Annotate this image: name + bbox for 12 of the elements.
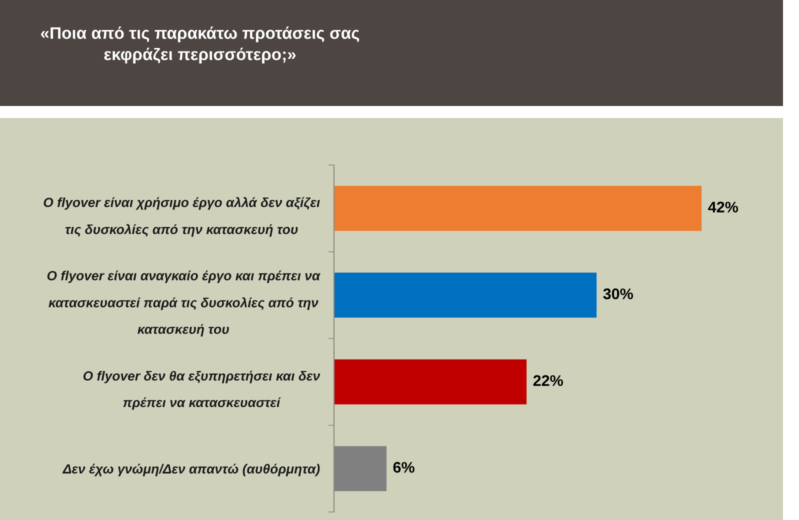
data-label: 42% (708, 202, 738, 212)
y-tick-label: Ο flyover είναι αναγκαίο έργο και πρέπει να κατασκευαστεί παρά τις δυσκολίες από την κατασκευή του (47, 270, 321, 337)
y-tick-label: Ο flyover δεν θα εξυπηρετήσει και δεν πρέπει να κατασκευαστεί (83, 370, 320, 410)
text: «Ποια από τις παρακάτω προτάσεις σας εκφράζει περισσότερο;» (41, 26, 360, 64)
data-label: 22% (533, 375, 563, 386)
bar (334, 186, 702, 231)
data-label: 6% (393, 462, 414, 473)
data-label: 30% (603, 288, 634, 300)
y-tick-label: Ο flyover είναι χρήσιμο έργο αλλά δεν αξίζει τις δυσκολίες από την κατασκευή του (44, 197, 320, 237)
y-tick-label: Δεν έχω γνώμη/Δεν απαντώ (αυθόρμητα) (62, 464, 320, 476)
bar (334, 359, 527, 404)
bar (334, 272, 597, 318)
